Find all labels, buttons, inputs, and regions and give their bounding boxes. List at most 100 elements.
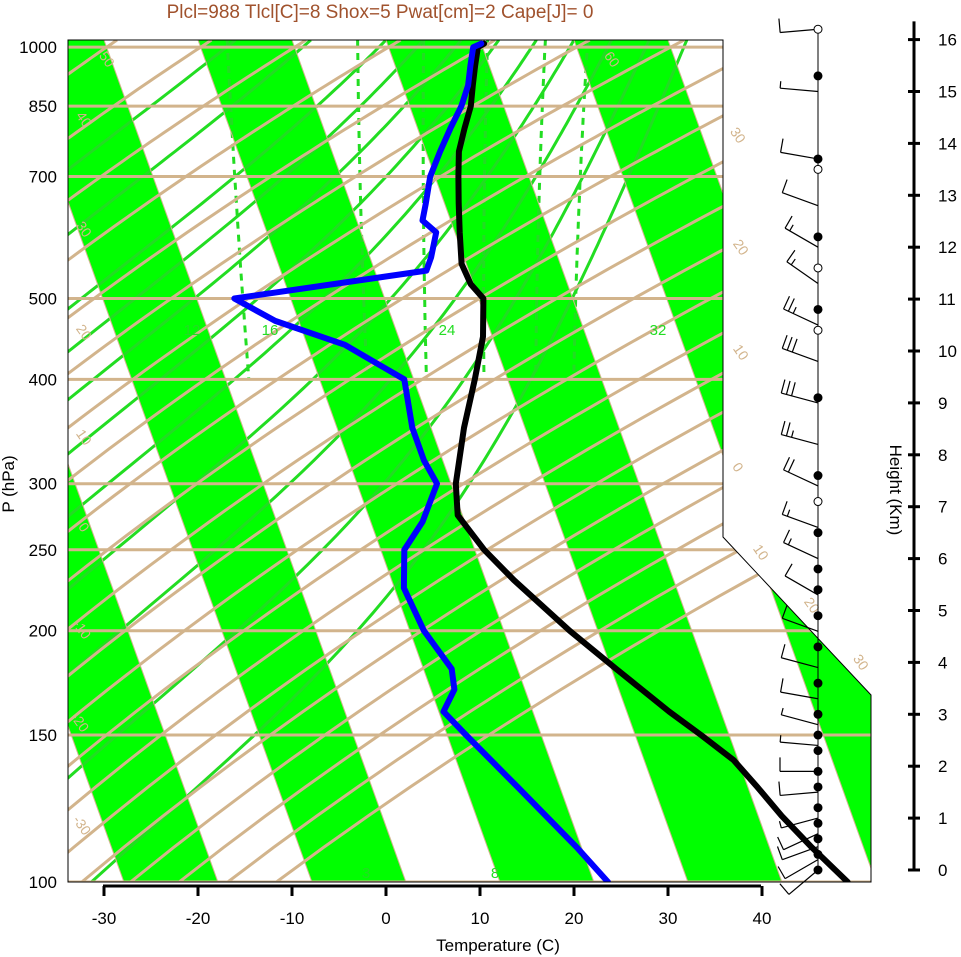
x-axis: -30 -20 -10 0 10 20 30 40 bbox=[92, 884, 772, 928]
wind-barb-flag bbox=[780, 707, 784, 716]
y-axis-label: P (hPa) bbox=[0, 455, 18, 512]
wind-barb-flag bbox=[779, 81, 782, 89]
level-marker bbox=[813, 834, 823, 844]
mixing-ratio-labels: 16 24 32 3 8 12 bbox=[184, 322, 667, 882]
moist-adiabat bbox=[68, 40, 463, 691]
level-marker bbox=[813, 849, 823, 859]
level-marker bbox=[813, 611, 823, 621]
mixing-ratio-line bbox=[225, 40, 251, 380]
wind-barb bbox=[783, 833, 819, 851]
wind-barb-flag bbox=[779, 138, 784, 153]
wind-barb-flag bbox=[790, 258, 796, 266]
wind-barb-flag bbox=[787, 459, 795, 473]
p-tick-label: 250 bbox=[29, 541, 57, 560]
wind-barb bbox=[783, 469, 819, 487]
wind-barb-flag bbox=[787, 538, 792, 546]
wind-barb bbox=[783, 308, 819, 326]
height-tick-label: 15 bbox=[938, 83, 957, 102]
wind-barb-flag bbox=[784, 215, 793, 229]
dry-adiabat bbox=[129, 40, 871, 882]
level-marker bbox=[813, 325, 823, 335]
chart-title: Plcl=988 Tlcl[C]=8 Shox=5 Pwat[cm]=2 Cap… bbox=[167, 2, 594, 23]
wind-barb bbox=[781, 817, 819, 829]
x-tick-label: 40 bbox=[753, 909, 772, 928]
level-marker bbox=[813, 154, 823, 164]
height-tick-label: 7 bbox=[938, 498, 947, 517]
wind-barb bbox=[780, 741, 819, 747]
wind-barb bbox=[781, 657, 819, 669]
wind-barb-flag bbox=[787, 298, 795, 312]
level-marker bbox=[813, 497, 823, 507]
wind-barb bbox=[781, 392, 819, 404]
dry-adiabat bbox=[68, 40, 402, 882]
wind-barb-flag bbox=[785, 380, 791, 395]
wind-barb bbox=[782, 846, 819, 861]
dry-adiabat bbox=[68, 40, 871, 882]
wind-barb bbox=[783, 541, 819, 560]
isotherm bbox=[68, 40, 125, 882]
level-marker bbox=[813, 642, 823, 652]
isotherm bbox=[68, 40, 313, 882]
level-marker bbox=[813, 746, 823, 756]
isotherm bbox=[103, 40, 407, 882]
level-marker bbox=[813, 803, 823, 813]
level-marker bbox=[813, 564, 823, 574]
height-tick-label: 11 bbox=[938, 290, 956, 309]
wind-barb-flag bbox=[779, 678, 784, 693]
level-marker bbox=[813, 730, 823, 740]
dry-adiabat bbox=[68, 40, 871, 882]
moist-adiabat bbox=[68, 40, 538, 762]
temperature-line bbox=[452, 40, 851, 882]
height-tick-label: 14 bbox=[938, 134, 957, 153]
p-tick-label: 500 bbox=[29, 289, 57, 308]
height-tick-label: 5 bbox=[938, 602, 947, 621]
p-tick-label: 400 bbox=[29, 370, 57, 389]
wind-barb-flag bbox=[780, 420, 786, 435]
wind-barb bbox=[780, 791, 819, 797]
dry-adiabat bbox=[68, 40, 213, 882]
height-tick-label: 2 bbox=[938, 757, 947, 776]
mixing-ratio-label: 3 bbox=[362, 865, 370, 882]
p-tick-label: 100 bbox=[29, 873, 57, 892]
isotherm bbox=[479, 40, 783, 882]
level-marker bbox=[813, 232, 823, 242]
wind-barb bbox=[784, 227, 819, 248]
isotherm-label: 20 bbox=[73, 321, 95, 343]
wind-barb-flag bbox=[786, 336, 793, 351]
mixing-ratio-label: 12 bbox=[184, 322, 201, 339]
wind-barb-flag bbox=[786, 509, 791, 517]
wind-barb-flag bbox=[783, 529, 791, 543]
wind-barb bbox=[780, 28, 819, 34]
wind-barb-flag bbox=[780, 644, 786, 658]
level-marker bbox=[813, 766, 823, 776]
isotherm bbox=[68, 40, 219, 882]
dry-adiabat bbox=[80, 40, 871, 882]
wind-barb bbox=[782, 513, 819, 529]
wind-barb-flag bbox=[778, 781, 781, 796]
wind-barb bbox=[780, 151, 819, 160]
moist-adiabat bbox=[68, 40, 237, 510]
moist-adiabat bbox=[68, 40, 501, 737]
isotherm bbox=[291, 40, 595, 882]
isotherm-label: 10 bbox=[750, 541, 772, 563]
dry-adiabat bbox=[178, 40, 871, 882]
height-tick-label: 3 bbox=[938, 705, 947, 724]
x-tick-label: -30 bbox=[92, 909, 117, 928]
height-tick-label: 1 bbox=[938, 809, 947, 828]
isotherm-label: 10 bbox=[730, 341, 752, 363]
height-tick-label: 9 bbox=[938, 394, 947, 413]
height-tick-label: 13 bbox=[938, 186, 957, 205]
moist-adiabat bbox=[68, 40, 388, 615]
x-tick-label: 0 bbox=[381, 909, 390, 928]
mixing-ratio-label: 16 bbox=[262, 322, 279, 339]
wind-barb-flag bbox=[777, 836, 785, 850]
level-marker bbox=[813, 304, 823, 314]
wind-barb-flag bbox=[784, 563, 793, 577]
wind-barb bbox=[786, 261, 819, 285]
wind-barb bbox=[780, 691, 819, 700]
dry-adiabat bbox=[68, 40, 871, 882]
mixing-ratio-label: 24 bbox=[439, 322, 456, 339]
dry-adiabat bbox=[68, 40, 307, 882]
